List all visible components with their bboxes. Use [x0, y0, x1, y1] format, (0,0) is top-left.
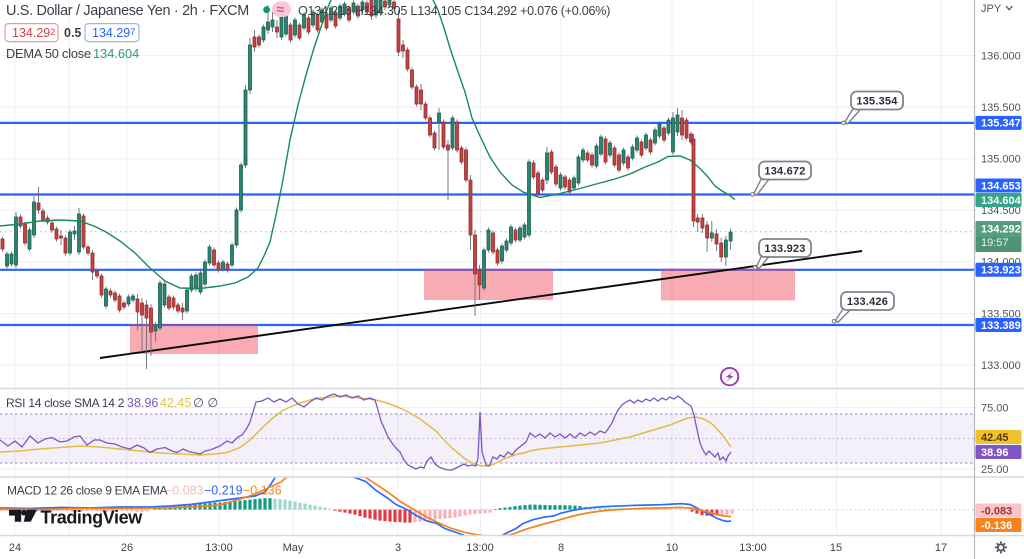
svg-text:136.000: 136.000 [981, 50, 1021, 62]
svg-text:134.653: 134.653 [981, 180, 1021, 192]
svg-text:8: 8 [558, 542, 564, 554]
svg-text:17: 17 [935, 542, 947, 554]
svg-text:19:57: 19:57 [981, 237, 1009, 249]
svg-text:134.297: 134.297 [92, 26, 135, 40]
svg-text:38.96: 38.96 [981, 447, 1009, 459]
svg-text:135.354: 135.354 [856, 96, 898, 108]
svg-text:JPY: JPY [981, 3, 1002, 15]
svg-text:42.45: 42.45 [160, 396, 191, 410]
svg-text:U.S. Dollar / Japanese Yen · 2: U.S. Dollar / Japanese Yen · 2h · FXCM [6, 3, 249, 19]
svg-text:25.00: 25.00 [981, 464, 1009, 476]
svg-text:38.96: 38.96 [127, 396, 158, 410]
svg-text:−0.136: −0.136 [243, 484, 282, 498]
svg-text:-0.136: -0.136 [981, 520, 1012, 532]
svg-text:133.923: 133.923 [981, 265, 1021, 277]
svg-text:0.5: 0.5 [64, 26, 81, 40]
svg-text:75.00: 75.00 [981, 402, 1009, 414]
svg-text:RSI 14 close SMA 14 2: RSI 14 close SMA 14 2 [6, 396, 125, 410]
svg-text:TradingView: TradingView [41, 508, 144, 528]
svg-text:134.604: 134.604 [981, 195, 1022, 207]
svg-text:135.347: 135.347 [981, 118, 1021, 130]
svg-text:133.000: 133.000 [981, 360, 1021, 372]
svg-text:3: 3 [395, 542, 401, 554]
svg-text:O134.216 H134.305 L134.105 C13: O134.216 H134.305 L134.105 C134.292 +0.0… [298, 4, 610, 18]
svg-text:135.500: 135.500 [981, 102, 1021, 114]
svg-text:133.923: 133.923 [764, 243, 805, 255]
svg-text:42.45: 42.45 [981, 432, 1009, 444]
svg-text:−0.083: −0.083 [165, 484, 204, 498]
svg-text:DEMA 50 close: DEMA 50 close [6, 46, 91, 61]
svg-text:≈: ≈ [277, 1, 285, 17]
svg-text:MACD 12 26 close 9 EMA EMA: MACD 12 26 close 9 EMA EMA [7, 484, 168, 498]
svg-text:-0.083: -0.083 [981, 505, 1012, 517]
svg-text:26: 26 [121, 542, 133, 554]
svg-text:133.426: 133.426 [847, 296, 888, 308]
svg-text:134.672: 134.672 [764, 166, 805, 178]
svg-text:13:00: 13:00 [205, 542, 233, 554]
svg-text:134.500: 134.500 [981, 205, 1021, 217]
svg-text:134.292: 134.292 [12, 26, 55, 40]
svg-text:13:00: 13:00 [739, 542, 767, 554]
svg-text:∅ ∅: ∅ ∅ [193, 396, 218, 410]
svg-text:133.389: 133.389 [981, 320, 1021, 332]
svg-text:−0.219: −0.219 [204, 484, 243, 498]
svg-text:May: May [283, 542, 304, 554]
svg-text:10: 10 [666, 542, 678, 554]
svg-text:135.000: 135.000 [981, 154, 1021, 166]
svg-text:13:00: 13:00 [466, 542, 494, 554]
svg-text:24: 24 [9, 542, 21, 554]
svg-text:15: 15 [830, 542, 842, 554]
svg-text:134.604: 134.604 [93, 46, 139, 61]
svg-text:134.292: 134.292 [981, 224, 1021, 236]
svg-text:133.500: 133.500 [981, 308, 1021, 320]
